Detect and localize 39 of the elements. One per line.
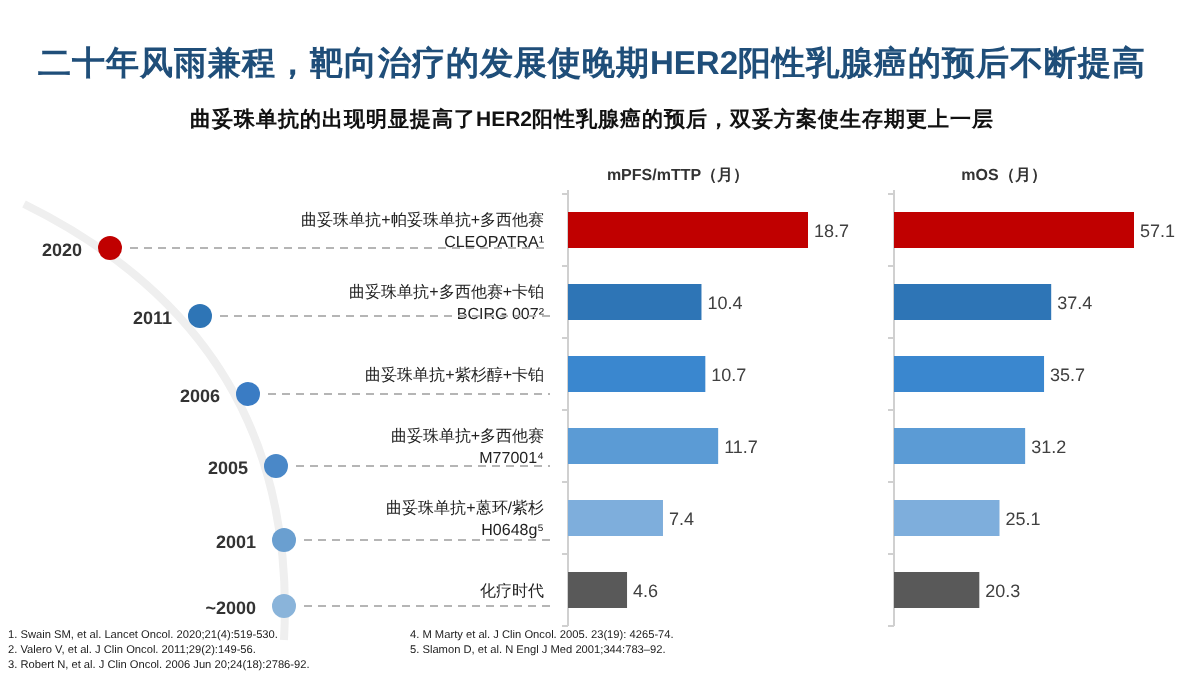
data-label: 37.4 xyxy=(1057,293,1093,313)
text: 2011 xyxy=(132,308,172,328)
text: 2006 xyxy=(179,386,220,406)
data-label: 10.7 xyxy=(711,365,747,385)
data-label: 20.3 xyxy=(985,581,1021,601)
y-tick-label: 曲妥珠单抗+蒽环/紫杉 H0648g⁵ xyxy=(386,499,544,539)
text: 2005 xyxy=(207,458,248,478)
bar xyxy=(894,356,1045,392)
data-label: 7.4 xyxy=(668,509,694,529)
data-label: 57.1 xyxy=(1140,221,1176,241)
bar xyxy=(894,212,1134,248)
data-label: 18.7 xyxy=(814,221,850,241)
data-label: 10.4 xyxy=(707,293,743,313)
y-tick-label: 曲妥珠单抗+帕妥珠单抗+多西他赛 CLEOPATRA¹ xyxy=(301,211,545,251)
data-label: 11.7 xyxy=(724,437,758,457)
data-label: 25.1 xyxy=(1005,509,1041,529)
data-label: 31.2 xyxy=(1031,437,1067,457)
text: ~2000 xyxy=(205,598,256,618)
bar xyxy=(894,284,1052,320)
bar xyxy=(894,500,1000,536)
bar xyxy=(568,212,808,248)
x-axis-title: mPFS/mTTP（月） xyxy=(606,166,750,184)
bar xyxy=(568,284,702,320)
bar xyxy=(568,356,706,392)
text: 2001 xyxy=(215,532,256,552)
chart-title: 二十年风雨兼程，靶向治疗的发展使晚期HER2阳性乳腺癌的预后不断提高 xyxy=(37,44,1147,82)
y-tick-label: 曲妥珠单抗+紫杉醇+卡铂 xyxy=(365,366,544,384)
data-label: 4.6 xyxy=(633,581,659,601)
bar xyxy=(568,572,628,608)
bar xyxy=(894,428,1026,464)
y-tick-label: 曲妥珠单抗+多西他赛 M77001⁴ xyxy=(390,427,546,467)
bar xyxy=(568,428,719,464)
data-label: 35.7 xyxy=(1050,365,1086,385)
x-axis-title: mOS（月） xyxy=(961,166,1047,184)
text: 2020 xyxy=(41,240,82,260)
y-tick-label: 化疗时代 xyxy=(480,582,544,600)
chart-subtitle: 曲妥珠单抗的出现明显提高了HER2阳性乳腺癌的预后，双妥方案使生存期更上一层 xyxy=(189,106,995,132)
bar xyxy=(568,500,663,536)
bar xyxy=(894,572,980,608)
